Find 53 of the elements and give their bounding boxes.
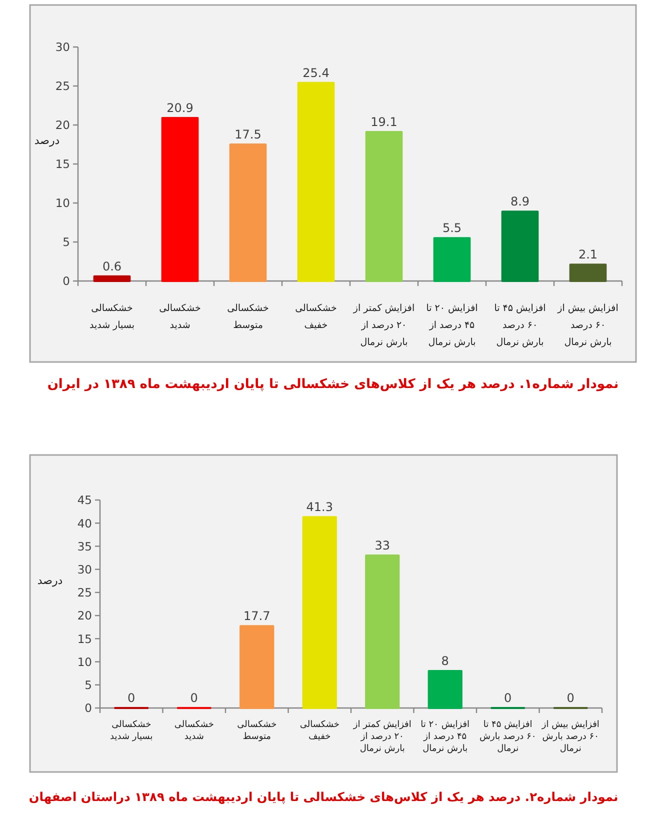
data-label: 0 [190, 691, 198, 705]
data-label: 41.3 [306, 500, 333, 514]
y-axis-title: درصد [34, 134, 60, 147]
y-tick-label: 0 [62, 274, 70, 288]
data-label: 2.1 [578, 248, 598, 262]
y-tick-label: 40 [77, 516, 92, 530]
y-tick-label: 25 [55, 79, 70, 94]
y-tick-label: 20 [55, 118, 70, 132]
data-label: 25.4 [302, 66, 330, 80]
data-label: 5.5 [442, 221, 462, 236]
x-tick-label: افزایش کمتر از ۲۰ درصد از بارش نرمال [352, 303, 415, 348]
data-label: 0 [566, 691, 574, 705]
x-tick-label: خشکسالی شدید [174, 720, 214, 742]
data-label: 8 [441, 654, 449, 668]
x-tick-label: افزایش بیش از ۶۰ درصد بارش نرمال [540, 720, 600, 754]
x-tick-label: افزایش ۲۰ تا ۴۵ درصد از بارش نرمال [420, 720, 470, 754]
data-label: 19.1 [370, 115, 398, 130]
y-tick-label: 35 [77, 539, 92, 554]
data-label: 33 [374, 538, 390, 552]
y-tick-label: 25 [77, 586, 92, 600]
y-tick-label: 0 [84, 701, 92, 716]
x-tick-label: خشکسالی خفیف [300, 720, 340, 742]
data-label: 8.9 [510, 194, 530, 209]
data-label: 17.5 [234, 128, 262, 142]
y-tick-label: 30 [55, 40, 70, 54]
x-tick-label: خشکسالی بسیار شدید [89, 303, 135, 331]
x-tick-label: افزایش ۴۵ تا ۶۰ درصد بارش نرمال [480, 720, 536, 754]
data-label: 20.9 [166, 100, 194, 115]
x-tick-label: افزایش ۴۵ تا ۶۰ درصد بارش نرمال [494, 303, 546, 348]
data-label: 0 [128, 691, 136, 705]
x-tick-label: افزایش ۲۰ تا ۴۵ درصد از بارش نرمال [426, 303, 478, 348]
y-tick-label: 10 [55, 196, 70, 210]
y-tick-label: 5 [84, 678, 92, 692]
x-tick-label: خشکسالی شدید [159, 303, 202, 331]
x-tick-label: خشکسالی متوسط [227, 303, 270, 331]
y-tick-label: 30 [77, 562, 92, 576]
y-tick-label: 20 [77, 608, 92, 623]
data-label: 0 [504, 691, 512, 705]
y-tick-label: 15 [77, 632, 92, 646]
y-tick-label: 45 [77, 493, 92, 508]
x-tick-label: افزایش بیش از ۶۰ درصد بارش نرمال [556, 303, 618, 348]
data-label: 0.6 [102, 259, 122, 274]
text: نمودار شماره۱. درصد هر یک از کلاس‌های خشکسالی تا پایان اردیبهشت ماه ۱۳۸۹ در ایران [47, 377, 619, 392]
y-tick-label: 5 [62, 235, 70, 250]
text: نمودار شماره۲. درصد هر یک از کلاس‌های خشکسالی تا پایان اردیبهشت ماه ۱۳۸۹ دراستان اصفهان [28, 790, 618, 804]
data-label: 17.7 [244, 609, 270, 624]
y-tick-label: 10 [77, 654, 92, 669]
x-tick-label: افزایش کمتر از ۲۰ درصد از بارش نرمال [352, 720, 412, 754]
y-tick-label: 15 [55, 157, 70, 172]
y-axis-title: درصد [37, 574, 63, 587]
x-tick-label: خشکسالی متوسط [237, 720, 277, 742]
x-tick-label: خشکسالی بسیار شدید [110, 720, 153, 742]
x-tick-label: خشکسالی خفیف [295, 303, 338, 331]
